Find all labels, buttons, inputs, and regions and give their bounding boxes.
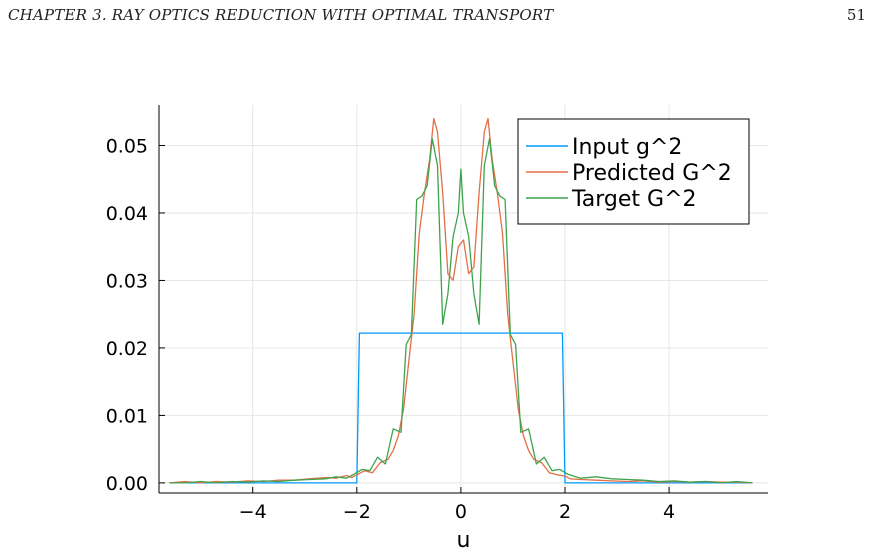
x-tick-label: −2 [343, 501, 371, 523]
series-line-3 [169, 138, 753, 484]
x-tick-label: 0 [455, 501, 467, 523]
x-tick-label: 2 [559, 501, 571, 523]
legend-entry: Predicted G^2 [572, 161, 732, 186]
legend-entry: Input g^2 [572, 135, 682, 160]
x-tick-label: 4 [663, 501, 675, 523]
y-tick-label: 0.04 [106, 203, 148, 225]
y-tick-label: 0.00 [106, 473, 148, 495]
y-tick-label: 0.01 [106, 405, 148, 427]
y-tick-label: 0.05 [106, 135, 148, 157]
chapter-heading: CHAPTER 3. RAY OPTICS REDUCTION WITH OPT… [8, 6, 554, 24]
y-tick-label: 0.03 [106, 270, 148, 292]
page-number: 51 [846, 6, 866, 24]
series-line-1 [169, 332, 753, 484]
x-tick-label: −4 [239, 501, 267, 523]
legend-entry: Target G^2 [571, 187, 697, 212]
page-header: CHAPTER 3. RAY OPTICS REDUCTION WITH OPT… [8, 6, 866, 28]
x-axis-label: u [457, 528, 471, 553]
y-tick-label: 0.02 [106, 338, 148, 360]
